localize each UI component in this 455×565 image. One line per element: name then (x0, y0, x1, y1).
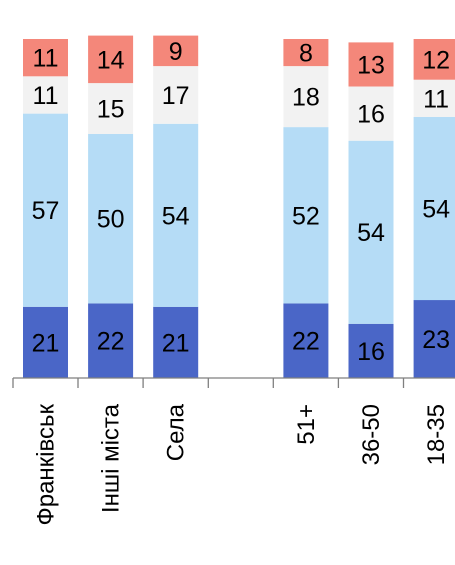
x-tick-label-4: 51+ (293, 404, 320, 445)
x-axis (12, 377, 455, 388)
data-label-s3-5: 16 (357, 101, 385, 129)
bar-segment-s1-0 (23, 306, 68, 378)
data-label-s4-2: 9 (169, 38, 183, 66)
bar-segment-s4-4 (283, 39, 329, 67)
bar-segment-s3-2 (153, 66, 199, 124)
data-label-s3-1: 15 (97, 96, 125, 124)
data-label-s3-2: 17 (162, 82, 190, 110)
data-label-s2-0: 57 (32, 197, 60, 225)
bar-segment-s2-5 (348, 140, 394, 324)
data-label-s4-6: 12 (422, 46, 450, 74)
data-label-s1-2: 21 (162, 329, 190, 357)
data-label-s4-1: 14 (97, 46, 125, 74)
data-label-s4-5: 13 (357, 51, 385, 79)
bar-segment-s1-2 (153, 306, 199, 378)
bar-segment-s2-0 (23, 113, 68, 307)
bars-group (23, 35, 455, 378)
data-label-s2-2: 54 (162, 202, 190, 230)
x-tick-label-1: Інші міста (98, 403, 125, 513)
bar-segment-s3-0 (23, 76, 68, 114)
x-tick-label-6: 18-35 (423, 404, 450, 465)
data-label-s1-0: 21 (32, 329, 60, 357)
bar-segment-s1-5 (348, 323, 394, 378)
data-label-s4-0: 11 (33, 45, 59, 73)
bar-segment-s3-6 (413, 79, 455, 117)
data-label-s2-5: 54 (357, 219, 385, 247)
bar-segment-s2-4 (283, 127, 329, 304)
x-tick-label-5: 36-50 (358, 404, 385, 465)
bar-segment-s4-2 (153, 35, 199, 67)
data-label-s3-6: 11 (423, 85, 449, 113)
bar-segment-s3-1 (88, 83, 134, 134)
bar-segment-s4-0 (23, 39, 68, 77)
data-label-s1-5: 16 (357, 338, 385, 366)
x-tick-label-2: Села (163, 403, 190, 461)
data-label-s3-4: 18 (292, 84, 320, 112)
bar-segment-s1-4 (283, 303, 329, 378)
data-label-s1-4: 22 (292, 328, 320, 356)
data-label-s1-1: 22 (97, 328, 125, 356)
data-label-s3-0: 11 (33, 82, 59, 110)
bar-segment-s4-5 (348, 42, 394, 87)
bar-segment-s4-6 (413, 39, 455, 80)
bar-segment-s1-1 (88, 303, 134, 378)
data-label-s1-6: 23 (422, 326, 450, 354)
bar-segment-s4-1 (88, 35, 134, 84)
bar-segment-s3-4 (283, 66, 329, 128)
data-label-s4-4: 8 (299, 40, 313, 68)
data-label-s2-6: 54 (422, 196, 450, 224)
data-label-s2-4: 52 (292, 202, 320, 230)
data-label-s2-1: 50 (97, 206, 125, 234)
bar-segment-s1-6 (413, 300, 455, 378)
x-tick-labels-group: Франківськ Інші міста Села 51+ 36-50 18-35 (33, 403, 451, 525)
bar-segment-s2-1 (88, 133, 134, 304)
segment-labels-group: 21 57 11 11 22 50 15 14 21 54 17 9 22 52 18 8 16 54 16 13 23… (32, 38, 451, 366)
x-tick-label-0: Франківськ (33, 404, 60, 526)
bar-segment-s3-5 (348, 86, 394, 141)
bar-segment-s2-6 (413, 117, 455, 301)
bar-segment-s2-2 (153, 123, 199, 307)
